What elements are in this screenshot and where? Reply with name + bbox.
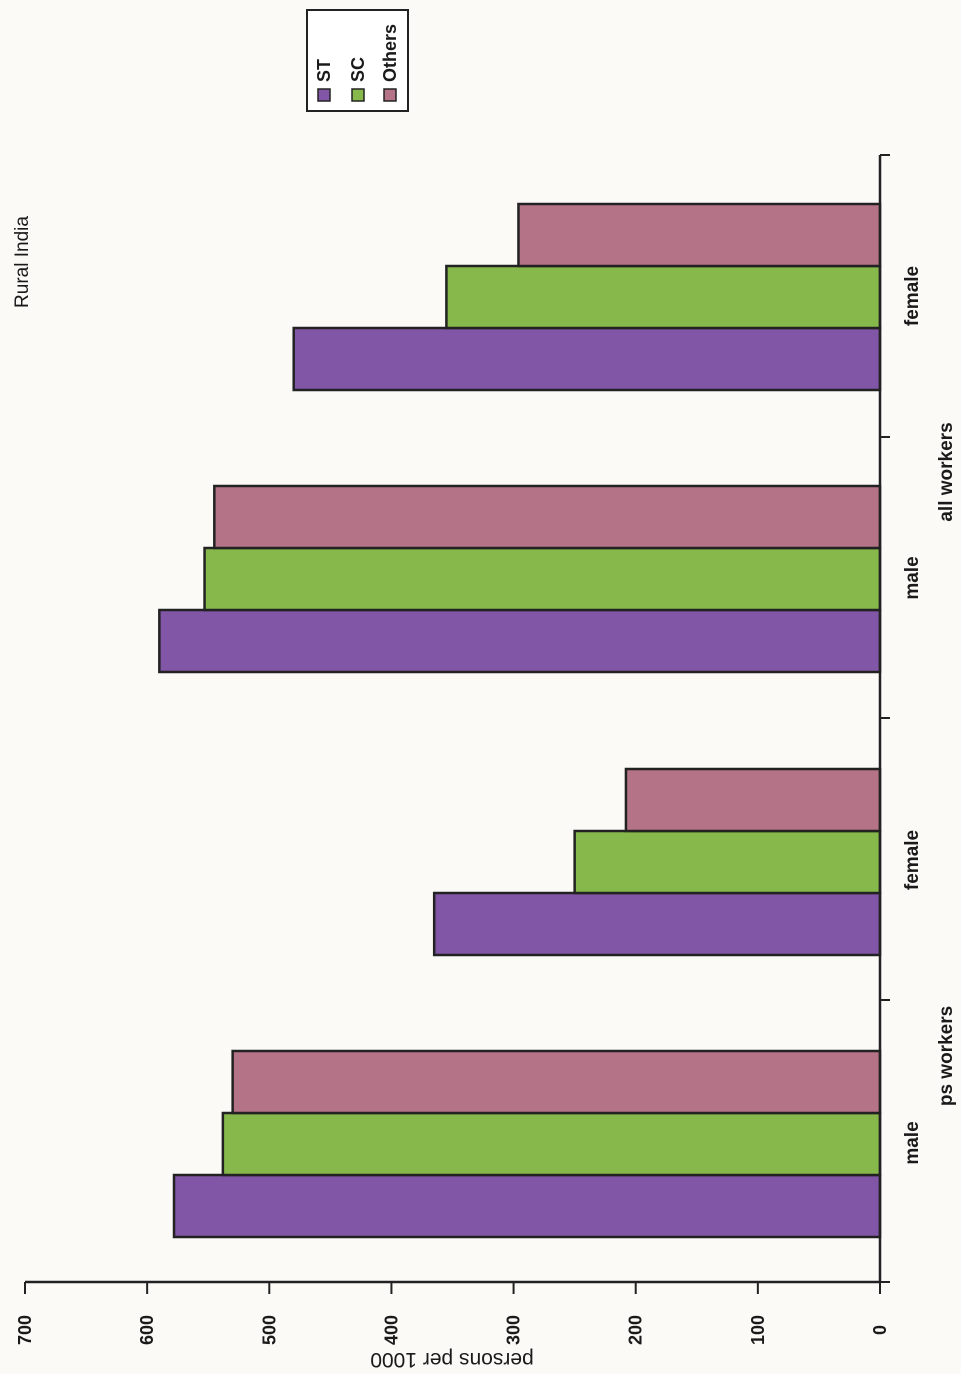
value-tick-label: 200 (626, 1315, 646, 1345)
group-label: ps workers (936, 1006, 957, 1106)
bar-sc-male-2 (203, 546, 882, 612)
chart-title: Rural India (12, 216, 33, 308)
category-axis: male female male female ps workers all worke… (878, 154, 957, 1283)
category-label: female (902, 830, 923, 890)
group-label: all workers (936, 422, 957, 521)
value-tick-label: 400 (381, 1315, 401, 1345)
value-tick-label: 600 (137, 1315, 157, 1345)
legend-items: ST SC Others (314, 24, 400, 102)
bar-sc-male-0 (221, 1111, 882, 1177)
category-label: female (902, 266, 923, 326)
legend-label-st: ST (314, 59, 334, 82)
bars-layer (158, 202, 882, 1239)
value-axis-ticks: 0 100 200 300 400 500 600 700 (15, 1282, 890, 1345)
legend-swatch-st (317, 88, 331, 102)
bar-st-male-2 (158, 608, 882, 674)
bar-others-female-1 (624, 767, 882, 833)
category-label: male (902, 556, 923, 599)
legend-label-sc: SC (348, 57, 368, 82)
value-axis: 0 100 200 300 400 500 600 700 persons per 1000 (15, 1280, 890, 1371)
category-labels: male female male female (902, 266, 923, 1165)
value-tick-label: 0 (870, 1325, 890, 1335)
group-labels: ps workers all workers (936, 422, 957, 1106)
legend: ST SC Others (306, 9, 409, 112)
legend-label-others: Others (380, 24, 400, 82)
bar-st-male-0 (172, 1173, 882, 1239)
category-axis-ticks (880, 154, 890, 1283)
value-tick-label: 500 (259, 1315, 279, 1345)
bar-others-male-0 (231, 1049, 882, 1115)
legend-swatch-sc (351, 88, 365, 102)
category-label: male (902, 1121, 923, 1164)
bar-others-female-3 (517, 202, 882, 268)
value-axis-title: persons per 1000 (370, 1348, 533, 1371)
value-tick-label: 300 (504, 1315, 524, 1345)
bar-st-female-3 (292, 326, 882, 392)
value-tick-label: 100 (748, 1315, 768, 1345)
bar-sc-female-1 (573, 829, 882, 895)
legend-swatch-others (383, 88, 397, 102)
bar-sc-female-3 (445, 264, 882, 330)
bar-others-male-2 (213, 484, 882, 550)
value-tick-label: 700 (15, 1315, 35, 1345)
bar-st-female-1 (432, 891, 882, 957)
